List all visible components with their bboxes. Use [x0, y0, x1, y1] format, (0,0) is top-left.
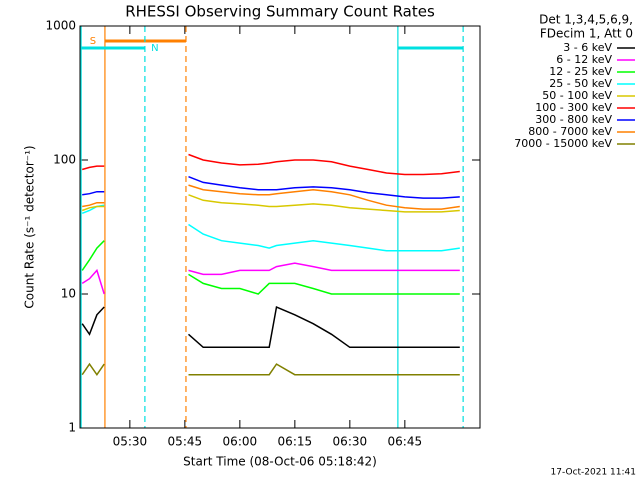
series-line	[81, 305, 460, 349]
series-line	[82, 176, 460, 199]
legend-label: 3 - 6 keV	[563, 41, 612, 54]
series-line	[82, 184, 460, 210]
x-tick-label: 06:15	[278, 435, 313, 449]
legend-label: 25 - 50 keV	[549, 77, 612, 90]
legend-label: 12 - 25 keV	[549, 65, 612, 78]
legend-label: 7000 - 15000 keV	[514, 137, 612, 150]
series-line	[81, 153, 460, 176]
y-tick-label: 1	[68, 421, 76, 435]
legend-label: 50 - 100 keV	[542, 89, 612, 102]
plot-frame	[79, 25, 481, 429]
legend-label: 800 - 7000 keV	[528, 125, 612, 138]
interval-label: N	[151, 43, 158, 54]
x-tick-label: 06:45	[388, 435, 423, 449]
series-line	[81, 194, 460, 213]
legend-label: 300 - 800 keV	[535, 113, 612, 126]
y-tick-label: 100	[53, 153, 76, 167]
chart-title: RHESSI Observing Summary Count Rates	[125, 3, 435, 21]
series-line	[81, 362, 460, 377]
legend-label: 100 - 300 keV	[535, 101, 612, 114]
series-line	[81, 240, 460, 295]
x-axis-label: Start Time (08-Oct-06 05:18:42)	[183, 455, 377, 469]
x-tick-label: 05:45	[168, 435, 203, 449]
legend-label: 6 - 12 keV	[556, 53, 612, 66]
series-line	[81, 262, 460, 295]
x-tick-label: 06:30	[333, 435, 368, 449]
y-tick-label: 1000	[45, 19, 76, 33]
interval-label: S	[90, 36, 96, 47]
x-tick-label: 06:00	[223, 435, 258, 449]
x-tick-label: 05:30	[113, 435, 148, 449]
y-tick-label: 10	[61, 287, 76, 301]
y-axis-label: Count Rate (s⁻¹ detector⁻¹)	[23, 145, 37, 308]
legend-header: Det 1,3,4,5,6,9,	[539, 13, 633, 27]
legend-header: FDecim 1, Att 0	[540, 27, 633, 41]
timestamp: 17-Oct-2021 11:41	[551, 468, 636, 478]
